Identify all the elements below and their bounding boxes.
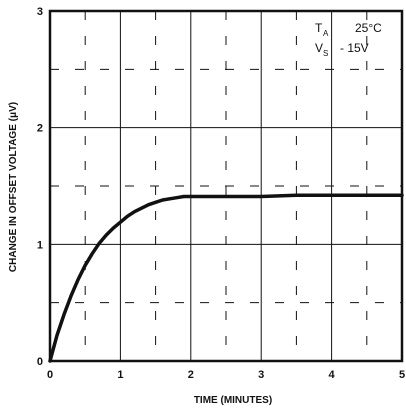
y-axis-title: CHANGE IN OFFSET VOLTAGE (μV) [8, 102, 19, 272]
ta-symbol: T [315, 21, 323, 35]
tick-labels: 0 1 2 3 4 5 0 1 2 3 [37, 6, 405, 381]
y-tick-label: 1 [37, 239, 43, 251]
conditions-annotation: T A 25°C V S - 15V [315, 21, 382, 58]
vs-subscript: S [323, 49, 328, 58]
x-axis-title: TIME (MINUTES) [194, 395, 272, 406]
x-tick-label: 4 [329, 369, 336, 381]
ta-subscript: A [323, 29, 329, 38]
x-tick-label: 1 [117, 369, 123, 381]
x-tick-label: 3 [258, 369, 264, 381]
plot-frame [48, 9, 404, 363]
y-tick-label: 2 [37, 123, 43, 135]
grid-lines [50, 11, 402, 361]
x-tick-label: 2 [188, 369, 194, 381]
y-tick-label: 3 [37, 6, 43, 18]
vs-symbol: V [315, 41, 323, 55]
y-tick-label: 0 [37, 356, 43, 368]
vs-value: - 15V [340, 41, 369, 55]
ta-value: 25°C [355, 21, 382, 35]
x-tick-label: 0 [47, 369, 53, 381]
series-line [48, 193, 404, 363]
x-tick-label: 5 [399, 369, 405, 381]
